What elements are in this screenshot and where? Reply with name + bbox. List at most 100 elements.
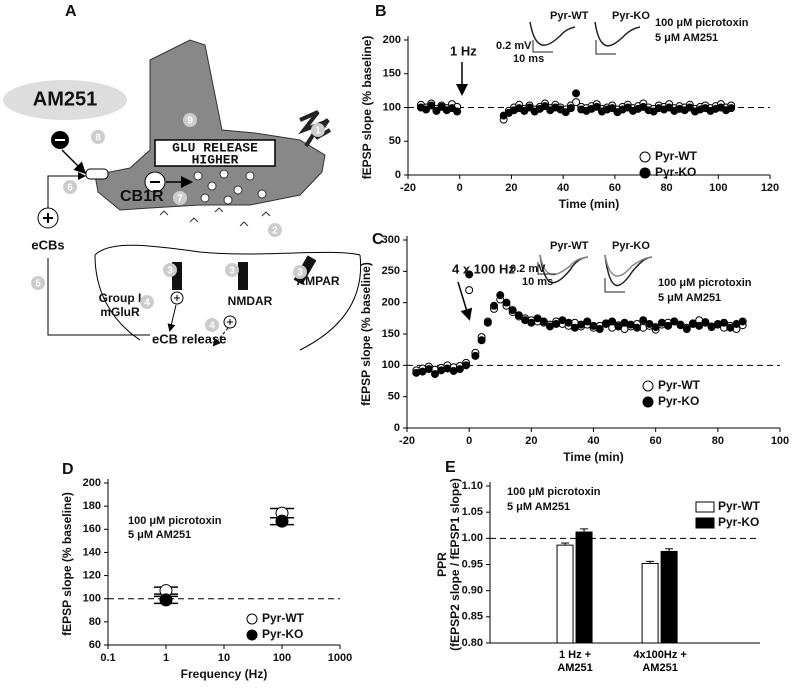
- x-tick-label: 20: [525, 435, 537, 447]
- step-badge: [31, 276, 45, 290]
- legend-label: Pyr-KO: [658, 394, 699, 408]
- y-tick-label: 150: [383, 68, 401, 80]
- y-tick-label: 200: [83, 477, 101, 489]
- data-point: [427, 101, 436, 110]
- y-axis-label: fEPSP slope (% baseline): [360, 36, 374, 180]
- postsynaptic-cell: [94, 244, 362, 351]
- data-point: [539, 317, 548, 326]
- data-point: [422, 105, 431, 114]
- data-point: [701, 318, 710, 327]
- annotation: 5 μM AM251: [507, 501, 570, 513]
- data-point: [561, 108, 570, 117]
- legend-marker: [642, 380, 654, 392]
- data-point: [455, 365, 464, 374]
- legend-swatch: [695, 517, 715, 529]
- data-point: [572, 98, 581, 107]
- step-number: 2: [272, 226, 278, 237]
- y-tick-label: 60: [89, 639, 101, 651]
- panel-label: D: [62, 461, 74, 478]
- release-label: eCB release: [152, 331, 226, 346]
- legend-label: Pyr-WT: [262, 611, 305, 625]
- x-tick-label: 60: [609, 182, 621, 194]
- x-axis-label: Frequency (Hz): [181, 667, 268, 681]
- data-point: [275, 514, 289, 528]
- legend-marker: [639, 151, 651, 163]
- y-tick-label: 80: [89, 616, 101, 628]
- x-tick-label: 100: [273, 652, 291, 664]
- y-tick-label: 1.00: [462, 532, 483, 544]
- data-point: [465, 270, 474, 279]
- data-point: [570, 323, 579, 332]
- y-axis-label: PPR: [435, 552, 449, 577]
- data-point: [432, 106, 441, 115]
- data-point: [670, 317, 679, 326]
- y-tick-label: 250: [382, 265, 400, 277]
- y-tick-label: 0.90: [462, 585, 483, 597]
- diagram: A AM251: [3, 3, 362, 351]
- y-tick-label: 0.80: [462, 637, 483, 649]
- data-point: [577, 320, 586, 329]
- x-tick-label: 80: [660, 182, 672, 194]
- data-point: [695, 321, 704, 330]
- x-tick-label: -20: [400, 182, 416, 194]
- data-point: [490, 301, 499, 310]
- x-tick-label: 40: [557, 182, 569, 194]
- x-tick-label: 100: [771, 435, 789, 447]
- y-tick-label: 0: [395, 169, 401, 181]
- x-tick-label: 1: [163, 652, 169, 664]
- data-point: [720, 318, 729, 327]
- legend-label: Pyr-WT: [658, 378, 701, 392]
- y-axis-label: fEPSP slope (% baseline): [60, 492, 74, 636]
- step-number: 3: [229, 266, 235, 277]
- ampar-label: AMPAR: [296, 274, 339, 288]
- x-tick-label: 1000: [328, 652, 352, 664]
- x-tick-label: 60: [650, 435, 662, 447]
- x-tick-label: 0: [457, 182, 463, 194]
- annotation: Pyr-KO: [612, 240, 650, 252]
- data-point: [471, 351, 480, 360]
- y-axis-label: (fEPSP2 slope / fEPSP1 slope): [448, 478, 462, 651]
- data-point: [726, 323, 735, 332]
- x-tick-label: 1 Hz + AM251: [557, 649, 593, 674]
- legend-marker: [639, 167, 651, 179]
- x-tick-label: 120: [761, 182, 779, 194]
- bar: [641, 562, 659, 644]
- x-axis-label: Time (min): [559, 197, 619, 211]
- step-badge: [91, 130, 105, 144]
- annotation: 10 ms: [513, 53, 544, 65]
- data-point: [533, 314, 542, 323]
- data-point: [645, 319, 654, 328]
- annotation: 100 μM picrotoxin: [655, 17, 749, 29]
- vesicles: [193, 169, 267, 205]
- data-point: [566, 104, 575, 113]
- data-point: [727, 104, 736, 113]
- step-number: 1: [315, 126, 321, 137]
- data-point: [541, 102, 550, 111]
- data-point: [527, 318, 536, 327]
- data-point: [614, 322, 623, 331]
- data-point: [608, 104, 617, 113]
- drug-label: AM251: [33, 88, 97, 110]
- data-point: [525, 103, 534, 112]
- y-tick-label: 120: [83, 569, 101, 581]
- step-badge: [173, 191, 187, 205]
- drug-ellipse: [3, 80, 127, 120]
- mglur-label: mGluR: [100, 305, 140, 319]
- data-point: [589, 321, 598, 330]
- step-number: 7: [177, 194, 183, 205]
- nmdar-label: NMDAR: [228, 294, 273, 308]
- bar: [660, 550, 678, 644]
- step-number: 4: [144, 298, 150, 309]
- x-tick-label: 0.1: [100, 652, 115, 664]
- annotation: 0.2 mV: [496, 40, 532, 52]
- step-number: 8: [95, 133, 101, 144]
- panel-label: A: [65, 3, 77, 20]
- panel-label: B: [375, 3, 387, 20]
- data-point: [430, 370, 439, 379]
- legend-label: Pyr-KO: [655, 165, 696, 179]
- step-number: 4: [209, 321, 215, 332]
- data-point: [502, 298, 511, 307]
- step-badge: [311, 123, 325, 137]
- data-point: [651, 323, 660, 332]
